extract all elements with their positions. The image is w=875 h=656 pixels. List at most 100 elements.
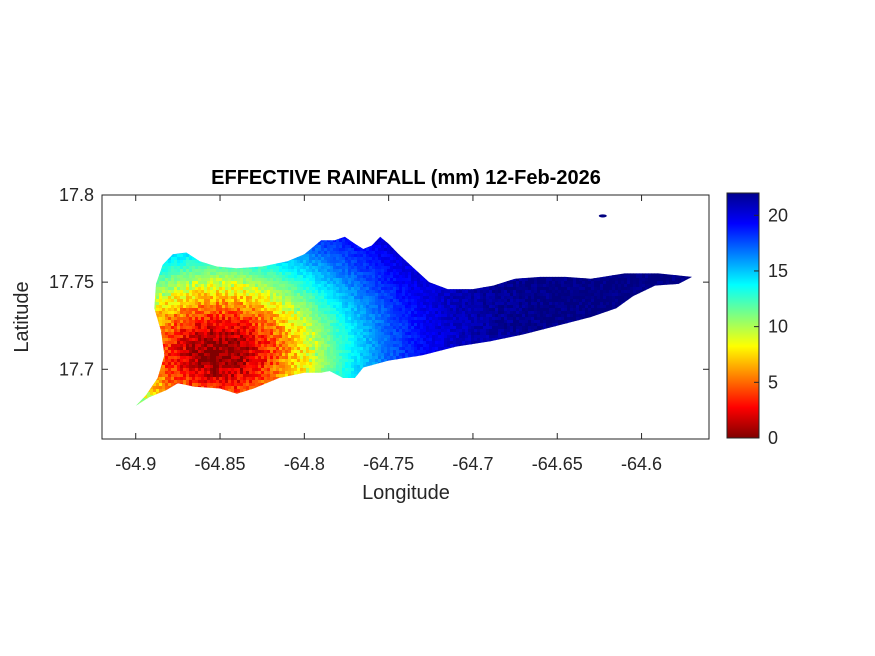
heatmap-cell bbox=[348, 314, 352, 318]
heatmap-cell bbox=[321, 263, 325, 267]
heatmap-cell bbox=[381, 254, 385, 258]
heatmap-cell bbox=[546, 299, 550, 303]
heatmap-cell bbox=[426, 284, 430, 288]
heatmap-cell bbox=[195, 290, 199, 294]
heatmap-cell bbox=[225, 311, 229, 315]
heatmap-cell bbox=[561, 311, 565, 315]
heatmap-cell bbox=[339, 275, 343, 279]
heatmap-cell bbox=[234, 275, 238, 279]
heatmap-cell bbox=[459, 311, 463, 315]
heatmap-cell bbox=[552, 293, 556, 297]
heatmap-cell bbox=[501, 287, 505, 291]
heatmap-cell bbox=[390, 296, 394, 300]
heatmap-cell bbox=[351, 278, 355, 282]
heatmap-cell bbox=[309, 266, 313, 270]
heatmap-cell bbox=[423, 308, 427, 312]
heatmap-cell bbox=[384, 308, 388, 312]
heatmap-cell bbox=[546, 302, 550, 306]
heatmap-cell bbox=[384, 314, 388, 318]
heatmap-cell bbox=[621, 287, 625, 291]
heatmap-cell bbox=[288, 299, 292, 303]
heatmap-cell bbox=[372, 293, 376, 297]
heatmap-cell bbox=[360, 287, 364, 291]
heatmap-cell bbox=[207, 263, 211, 267]
heatmap-cell bbox=[231, 305, 235, 309]
heatmap-cell bbox=[324, 308, 328, 312]
heatmap-cell bbox=[537, 296, 541, 300]
heatmap-cell bbox=[420, 284, 424, 288]
heatmap-cell bbox=[372, 251, 376, 255]
heatmap-cell bbox=[168, 284, 172, 288]
heatmap-cell bbox=[270, 275, 274, 279]
heatmap-cell bbox=[408, 272, 412, 276]
heatmap-cell bbox=[357, 284, 361, 288]
heatmap-cell bbox=[387, 284, 391, 288]
heatmap-cell bbox=[393, 260, 397, 264]
heatmap-cell bbox=[624, 275, 628, 279]
heatmap-cell bbox=[165, 305, 169, 309]
heatmap-cell bbox=[213, 266, 217, 270]
heatmap-cell bbox=[177, 284, 181, 288]
heatmap-cell bbox=[252, 269, 256, 273]
heatmap-cell bbox=[351, 290, 355, 294]
heatmap-cell bbox=[210, 308, 214, 312]
heatmap-cell bbox=[432, 293, 436, 297]
heatmap-cell bbox=[159, 284, 163, 288]
heatmap-cell bbox=[246, 299, 250, 303]
heatmap-cell bbox=[393, 296, 397, 300]
heatmap-cell bbox=[162, 281, 166, 285]
heatmap-cell bbox=[393, 314, 397, 318]
heatmap-cell bbox=[579, 314, 583, 318]
heatmap-cell bbox=[318, 257, 322, 261]
heatmap-cell bbox=[483, 314, 487, 318]
heatmap-cell bbox=[345, 278, 349, 282]
heatmap-cell bbox=[261, 284, 265, 288]
heatmap-cell bbox=[351, 287, 355, 291]
heatmap-cell bbox=[525, 311, 529, 315]
heatmap-cell bbox=[363, 311, 367, 315]
heatmap-cell bbox=[189, 272, 193, 276]
heatmap-cell bbox=[189, 254, 193, 258]
heatmap-cell bbox=[651, 275, 655, 279]
heatmap-cell bbox=[411, 314, 415, 318]
heatmap-cell bbox=[288, 290, 292, 294]
heatmap-cell bbox=[534, 284, 538, 288]
heatmap-cell bbox=[585, 314, 589, 318]
heatmap-cell bbox=[492, 287, 496, 291]
heatmap-cell bbox=[225, 299, 229, 303]
heatmap-cell bbox=[387, 290, 391, 294]
heatmap-cell bbox=[429, 284, 433, 288]
heatmap-cell bbox=[507, 293, 511, 297]
heatmap-cell bbox=[234, 269, 238, 273]
heatmap-cell bbox=[342, 236, 346, 240]
heatmap-cell bbox=[636, 287, 640, 291]
heatmap-cell bbox=[432, 311, 436, 315]
heatmap-cell bbox=[270, 278, 274, 282]
heatmap-cell bbox=[528, 281, 532, 285]
heatmap-cell bbox=[555, 296, 559, 300]
heatmap-cell bbox=[270, 287, 274, 291]
heatmap-cell bbox=[204, 278, 208, 282]
heatmap-cell bbox=[345, 266, 349, 270]
heatmap-cell bbox=[246, 278, 250, 282]
heatmap-cell bbox=[273, 299, 277, 303]
heatmap-cell bbox=[240, 299, 244, 303]
heatmap-cell bbox=[228, 272, 232, 276]
heatmap-cell bbox=[429, 290, 433, 294]
heatmap-cell bbox=[210, 272, 214, 276]
heatmap-cell bbox=[219, 293, 223, 297]
heatmap-cell bbox=[357, 305, 361, 309]
heatmap-cell bbox=[276, 275, 280, 279]
heatmap-cell bbox=[345, 269, 349, 273]
heatmap-cell bbox=[285, 284, 289, 288]
heatmap-cell bbox=[258, 302, 262, 306]
heatmap-cell bbox=[387, 281, 391, 285]
heatmap-cell bbox=[351, 248, 355, 252]
heatmap-cell bbox=[393, 290, 397, 294]
heatmap-cell bbox=[285, 296, 289, 300]
heatmap-cell bbox=[201, 308, 205, 312]
heatmap-cell bbox=[270, 281, 274, 285]
heatmap-cell bbox=[336, 314, 340, 318]
heatmap-cell bbox=[351, 266, 355, 270]
heatmap-cell bbox=[483, 290, 487, 294]
